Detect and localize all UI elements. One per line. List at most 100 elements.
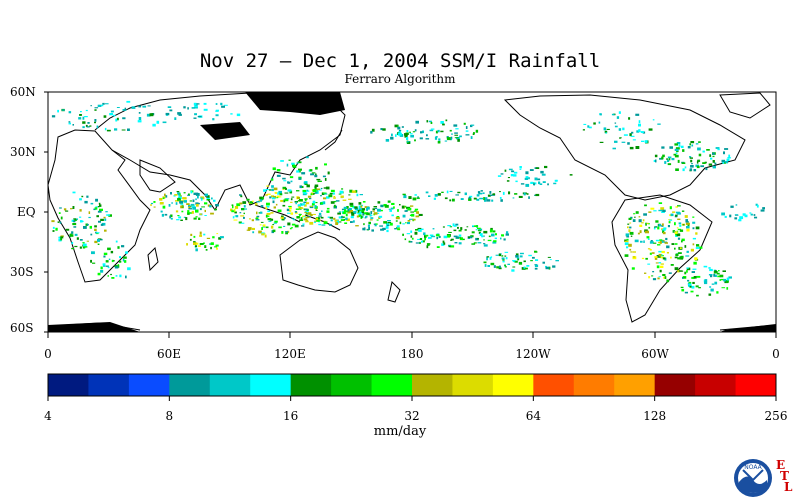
rain-speckle [443, 242, 446, 245]
rain-speckle [629, 226, 632, 229]
rain-speckle [51, 115, 56, 118]
rain-speckle [386, 223, 390, 226]
rain-speckle [299, 219, 304, 221]
rain-speckle [672, 211, 676, 213]
rain-speckle [335, 222, 339, 225]
rain-speckle [162, 205, 166, 209]
rain-speckle [449, 129, 452, 132]
rain-speckle [690, 165, 694, 168]
rain-speckle [455, 194, 459, 196]
rain-speckle [514, 193, 518, 195]
rain-speckle [369, 219, 373, 221]
rain-speckle [334, 219, 339, 222]
rain-speckle [382, 227, 386, 230]
rain-speckle [58, 236, 61, 239]
colorbar-tick-label: 4 [44, 409, 52, 423]
rain-speckle [273, 206, 276, 209]
rain-speckle [628, 243, 632, 247]
rain-speckle [719, 279, 721, 281]
rain-speckle [528, 177, 530, 180]
rain-speckle [239, 194, 242, 196]
rain-speckle [99, 208, 103, 211]
rain-speckle [307, 195, 312, 198]
rain-speckle [650, 240, 653, 243]
rain-speckle [423, 232, 426, 236]
rain-speckle [295, 201, 297, 205]
rain-speckle [94, 240, 98, 244]
rain-speckle [280, 160, 284, 162]
rain-speckle [407, 222, 410, 225]
rain-speckle [310, 205, 313, 207]
rain-speckle [198, 245, 201, 247]
rain-speckle [116, 107, 120, 108]
rain-speckle [259, 211, 263, 214]
rain-speckle [412, 197, 417, 201]
rain-speckle [160, 210, 163, 213]
rain-speckle [629, 146, 634, 150]
rain-speckle [647, 248, 651, 250]
rain-speckle [412, 131, 416, 133]
rain-speckle [97, 243, 100, 245]
rain-speckle [679, 247, 682, 249]
rain-speckle [668, 157, 671, 161]
rain-speckle [256, 211, 258, 215]
rain-speckle [675, 232, 678, 236]
rain-speckle [100, 266, 103, 270]
rain-speckle [370, 217, 374, 219]
rain-speckle [630, 235, 633, 237]
coastline-japan [324, 129, 343, 151]
rain-speckle [343, 206, 347, 210]
rain-speckle [533, 183, 535, 186]
rain-speckle [457, 226, 459, 229]
rain-speckle [708, 293, 712, 296]
rain-speckle [475, 129, 479, 133]
rain-speckle [390, 207, 394, 210]
rain-speckle [282, 186, 287, 189]
rain-speckle [102, 263, 106, 266]
rain-speckle [638, 216, 641, 218]
rain-speckle [327, 216, 330, 218]
rain-speckle [477, 238, 479, 240]
rain-speckle [266, 185, 269, 187]
rain-speckle [457, 139, 460, 142]
rain-speckle [199, 234, 202, 237]
rain-speckle [190, 203, 195, 207]
rain-speckle [482, 192, 485, 194]
rain-speckle [374, 224, 377, 227]
rain-speckle [107, 247, 111, 251]
noaa-logo: NOAA [734, 459, 772, 497]
rain-speckle [500, 199, 503, 202]
rain-speckle [395, 217, 400, 220]
rain-speckle [218, 237, 222, 240]
rain-speckle [333, 196, 336, 198]
rain-speckle [435, 234, 440, 237]
rain-speckle [156, 120, 160, 124]
rain-speckle [97, 206, 100, 208]
rain-speckle [103, 115, 107, 118]
rain-speckle [425, 191, 429, 194]
rain-speckle [490, 227, 493, 231]
rain-speckle [72, 191, 76, 194]
rain-speckle [162, 121, 167, 124]
rain-speckle [346, 206, 349, 209]
rain-speckle [715, 274, 717, 277]
rain-speckle [59, 236, 64, 239]
rain-speckle [97, 272, 101, 276]
rain-speckle [170, 214, 173, 218]
rain-speckle [278, 196, 282, 198]
rain-speckle [138, 117, 142, 120]
rain-speckle [504, 169, 507, 172]
rain-speckle [650, 207, 655, 210]
coastline-australia [279, 231, 359, 293]
rain-speckle [515, 255, 519, 258]
rain-speckle [699, 246, 703, 249]
colorbar-swatch [492, 374, 534, 396]
rain-speckle [291, 227, 293, 229]
rain-speckle [486, 257, 488, 261]
rain-speckle [267, 218, 272, 221]
rain-speckle [189, 212, 192, 214]
rain-speckle [692, 281, 695, 284]
rain-speckle [87, 122, 90, 124]
rain-speckle [174, 117, 177, 120]
rain-speckle [100, 223, 104, 226]
